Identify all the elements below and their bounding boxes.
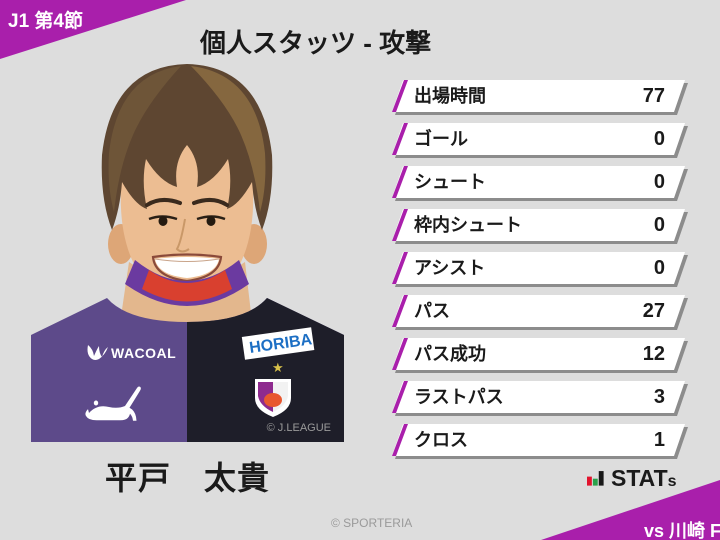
svg-text:WACOAL: WACOAL bbox=[111, 345, 176, 361]
svg-text:© J.LEAGUE: © J.LEAGUE bbox=[267, 422, 331, 434]
svg-text:★: ★ bbox=[272, 360, 284, 375]
